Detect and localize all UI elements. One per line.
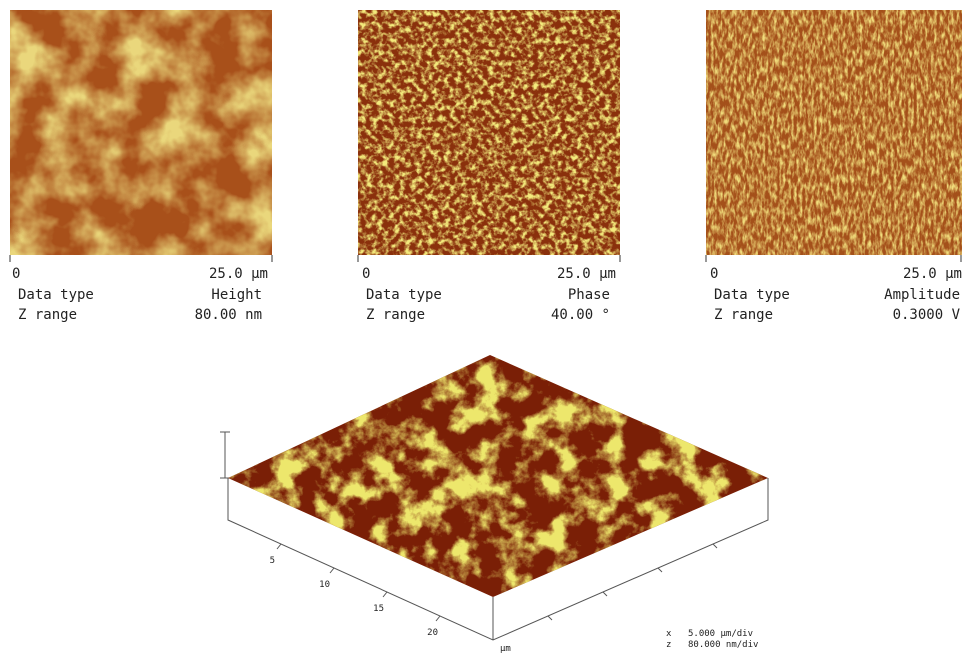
value: 40.00 ° xyxy=(551,307,610,323)
scale-end: 25.0 µm xyxy=(903,266,962,282)
label: Data type xyxy=(18,287,94,303)
value: Phase xyxy=(568,287,610,303)
page: {"panels": [ {"scale_start": "0", "scale… xyxy=(0,0,964,657)
axis-tick-label: 10 xyxy=(319,580,330,590)
scale-value: 80.000 nm/div xyxy=(688,640,758,650)
value: 0.3000 V xyxy=(893,307,961,323)
amplitude-panel: 0 25.0 µm Data type Amplitude Z range 0.… xyxy=(706,10,962,323)
image-texture xyxy=(358,10,620,255)
scale-start: 0 xyxy=(710,266,718,282)
height-panel: 0 25.0 µm Data type Height Z range 80.00… xyxy=(10,10,272,323)
axis-tick-label: 5 xyxy=(270,556,275,566)
image-texture xyxy=(10,10,272,255)
axis-unit: µm xyxy=(500,644,511,653)
axis-tick-label: 15 xyxy=(373,604,384,614)
scale-start: 0 xyxy=(12,266,20,282)
scale-value: 5.000 µm/div xyxy=(688,629,753,639)
scale-label: x xyxy=(666,629,672,639)
surface-texture xyxy=(228,355,768,597)
image-texture xyxy=(706,10,962,255)
label: Data type xyxy=(366,287,442,303)
scale-start: 0 xyxy=(362,266,370,282)
label: Data type xyxy=(714,287,790,303)
value: Amplitude xyxy=(884,287,960,303)
axis-tick-label: 20 xyxy=(427,628,438,638)
label: Z range xyxy=(366,307,425,323)
value: Height xyxy=(211,287,262,303)
scale-end: 25.0 µm xyxy=(209,266,268,282)
surface-3d xyxy=(220,355,768,640)
figure: 0 25.0 µm Data type Height Z range 80.00… xyxy=(0,0,964,653)
value: 80.00 nm xyxy=(195,307,262,323)
phase-panel: 0 25.0 µm Data type Phase Z range 40.00 … xyxy=(358,10,620,323)
label: Z range xyxy=(714,307,773,323)
scale-label: z xyxy=(666,640,671,650)
scale-end: 25.0 µm xyxy=(557,266,616,282)
label: Z range xyxy=(18,307,77,323)
